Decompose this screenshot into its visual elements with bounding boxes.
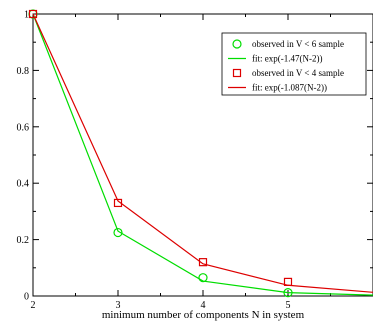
y-tick-label: 0.2 — [17, 235, 30, 246]
legend-box — [221, 32, 367, 96]
x-axis-label: minimum number of components N in system — [102, 309, 305, 321]
y-tick-label: 0.6 — [17, 122, 30, 133]
legend-item: fit: exp(-1.47(N-2)) — [228, 54, 322, 64]
data-point-circle — [283, 288, 293, 298]
data-point-square — [198, 258, 208, 267]
y-tick-label: 1 — [24, 10, 29, 21]
series-layer — [28, 9, 373, 298]
legend-label: fit: exp(-1.087(N-2)) — [252, 83, 327, 93]
x-tick-label: 5 — [286, 300, 291, 311]
x-tick-label: 4 — [201, 300, 206, 311]
x-tick-label: 2 — [31, 300, 36, 311]
y-tick-label: 0.4 — [17, 179, 30, 190]
y-tick-label: 0 — [24, 292, 29, 303]
y-tick-label: 0.8 — [17, 66, 30, 77]
ticks: 2 3 4 5 0 0.2 0.4 0.6 0.8 1 — [17, 10, 373, 311]
data-point-square — [283, 277, 293, 286]
data-point-square — [28, 9, 38, 19]
series-line-3 — [32, 13, 373, 293]
legend-swatch-circle — [232, 39, 242, 49]
legend-label: observed in V < 6 sample — [252, 39, 344, 49]
legend-label: observed in V < 4 sample — [252, 68, 344, 78]
series-line-1 — [32, 13, 373, 296]
legend-item: observed in V < 6 sample — [232, 39, 344, 49]
legend-label: fit: exp(-1.47(N-2)) — [252, 54, 322, 64]
legend: observed in V < 6 sample fit: exp(-1.47(N… — [221, 32, 367, 96]
legend-item: observed in V < 4 sample — [232, 68, 344, 78]
data-point-square — [113, 198, 123, 208]
legend-swatch-square — [232, 68, 242, 78]
data-point-circle — [198, 273, 208, 283]
legend-item: fit: exp(-1.087(N-2)) — [228, 83, 327, 93]
data-point-circle — [113, 227, 123, 238]
x-tick-label: 3 — [116, 300, 121, 311]
